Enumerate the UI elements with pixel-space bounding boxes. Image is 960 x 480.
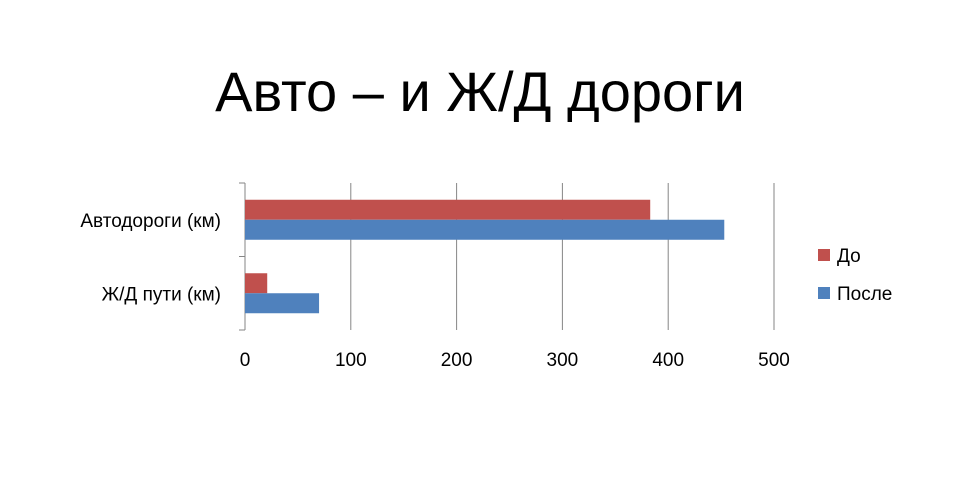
bar-posle — [245, 219, 725, 240]
category-labels: Автодороги (км) Ж/Д пути (км) — [80, 211, 221, 306]
bar-posle — [245, 293, 320, 314]
x-tick-label: 200 — [441, 350, 473, 371]
x-tick-label: 0 — [240, 350, 251, 371]
legend-label: До — [837, 246, 861, 267]
x-tick-label: 100 — [335, 350, 367, 371]
legend-swatch — [818, 249, 830, 261]
x-tick-label: 400 — [652, 350, 684, 371]
category-label: Автодороги (км) — [80, 211, 221, 232]
bar-do — [245, 273, 268, 294]
bars — [245, 199, 725, 314]
x-tick-label: 300 — [547, 350, 579, 371]
legend-label: После — [837, 284, 892, 305]
legend-swatch — [818, 287, 830, 299]
axes — [239, 182, 246, 331]
bar-do — [245, 199, 651, 220]
legend: До После — [818, 246, 892, 305]
x-tick-label: 500 — [758, 350, 790, 371]
tick-labels: 0 100 200 300 400 500 — [240, 350, 790, 371]
category-label: Ж/Д пути (км) — [102, 284, 221, 305]
slide-title: Авто – и Ж/Д дороги — [215, 60, 745, 123]
